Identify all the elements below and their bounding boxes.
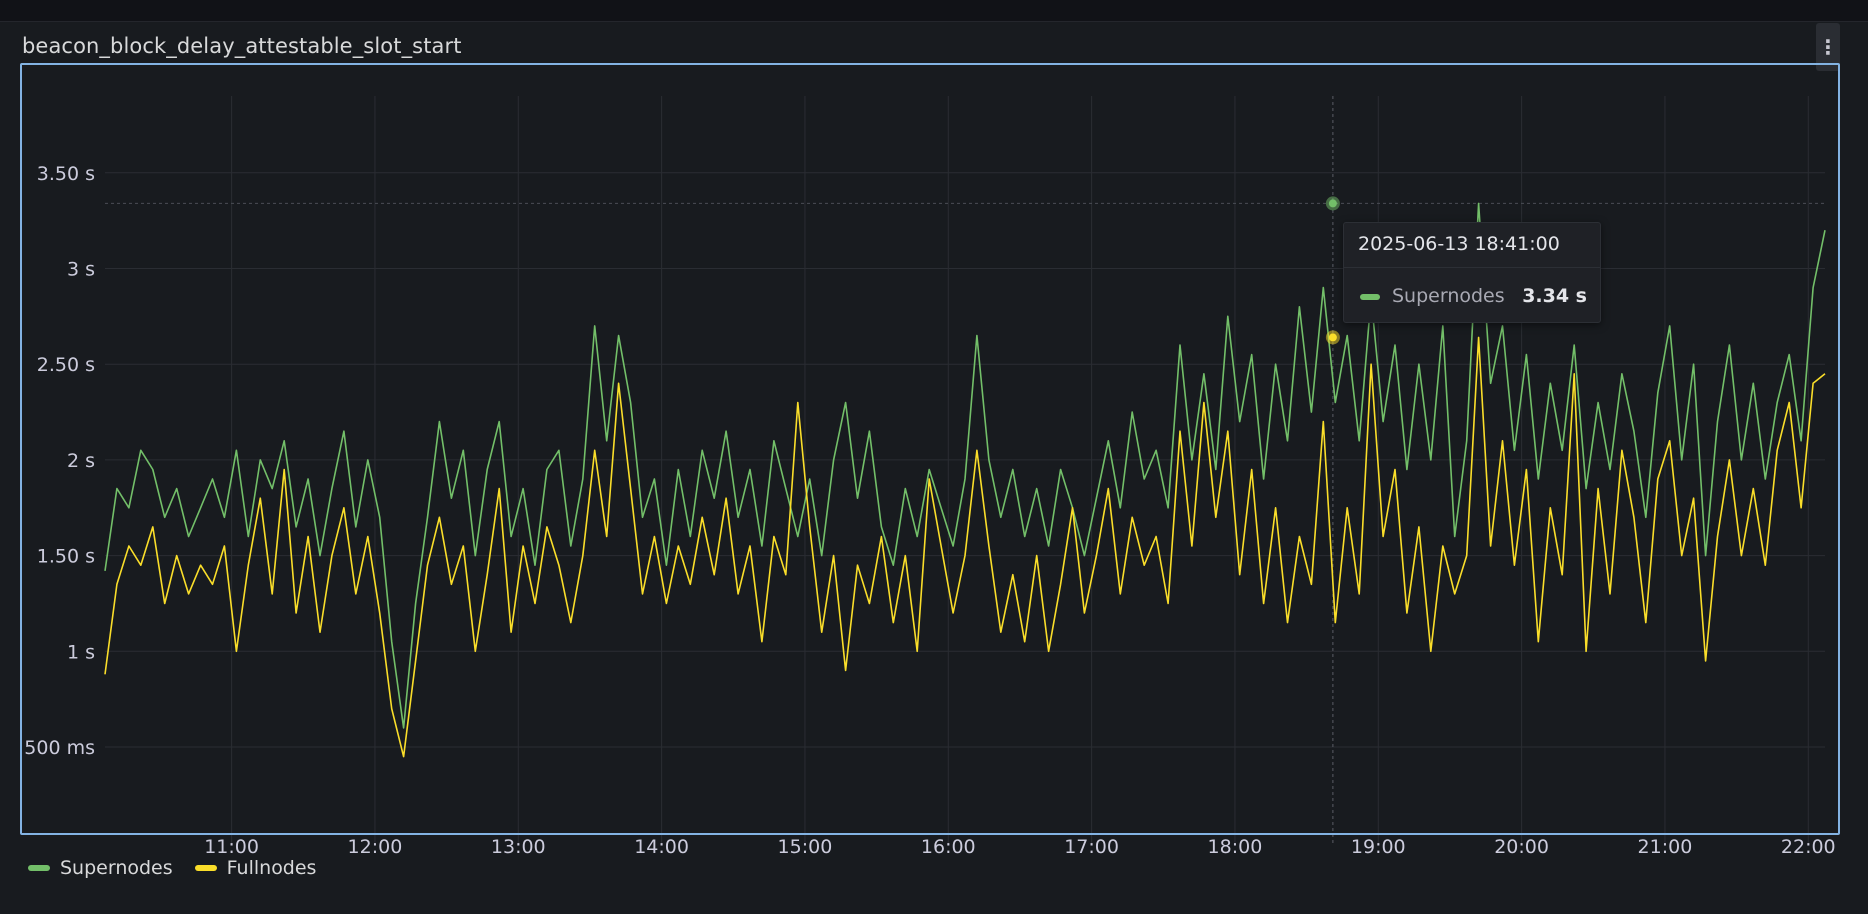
tooltip-series-swatch — [1360, 294, 1380, 300]
kebab-menu-icon: ⋮ — [1818, 35, 1838, 59]
x-tick-label: 16:00 — [921, 836, 976, 858]
y-tick-label: 500 ms — [24, 737, 95, 759]
y-tick-label: 3.50 s — [37, 163, 95, 185]
tooltip-series-name: Supernodes — [1392, 285, 1505, 307]
legend-swatch-fullnodes — [194, 865, 217, 871]
hover-marker-supernodes — [1328, 199, 1337, 208]
y-tick-label: 3 s — [67, 259, 95, 281]
x-tick-label: 12:00 — [348, 836, 403, 858]
x-tick-label: 19:00 — [1351, 836, 1406, 858]
x-tick-label: 17:00 — [1064, 836, 1119, 858]
y-tick-label: 2 s — [67, 450, 95, 472]
x-tick-label: 18:00 — [1208, 836, 1263, 858]
hover-marker-fullnodes — [1328, 333, 1337, 342]
hover-tooltip: 2025-06-13 18:41:00 Supernodes 3.34 s — [1343, 222, 1601, 323]
x-tick-label: 22:00 — [1781, 836, 1836, 858]
x-tick-label: 11:00 — [204, 836, 259, 858]
series-line-supernodes — [104, 202, 1826, 729]
x-tick-label: 15:00 — [778, 836, 833, 858]
x-tick-label: 14:00 — [634, 836, 689, 858]
tooltip-time: 2025-06-13 18:41:00 — [1358, 233, 1560, 255]
legend-swatch-supernodes — [28, 865, 50, 871]
panel: beacon_block_delay_attestable_slot_start… — [0, 21, 1868, 914]
y-tick-label: 1 s — [67, 641, 95, 663]
y-tick-label: 1.50 s — [37, 546, 95, 568]
x-tick-label: 21:00 — [1638, 836, 1693, 858]
tooltip-divider — [1344, 267, 1600, 268]
panel-title: beacon_block_delay_attestable_slot_start — [22, 34, 462, 58]
legend-item-fullnodes[interactable]: Fullnodes — [194, 857, 317, 879]
x-tick-label: 20:00 — [1494, 836, 1549, 858]
x-tick-label: 13:00 — [491, 836, 546, 858]
legend-item-supernodes[interactable]: Supernodes — [28, 857, 173, 879]
legend-label-fullnodes: Fullnodes — [226, 857, 317, 879]
tooltip-series-value: 3.34 s — [1522, 285, 1587, 307]
legend: Supernodes Fullnodes — [28, 854, 316, 882]
series-line-fullnodes — [104, 336, 1826, 758]
y-tick-label: 2.50 s — [37, 354, 95, 376]
legend-label-supernodes: Supernodes — [60, 857, 173, 879]
plot-area-frame — [20, 63, 1840, 835]
